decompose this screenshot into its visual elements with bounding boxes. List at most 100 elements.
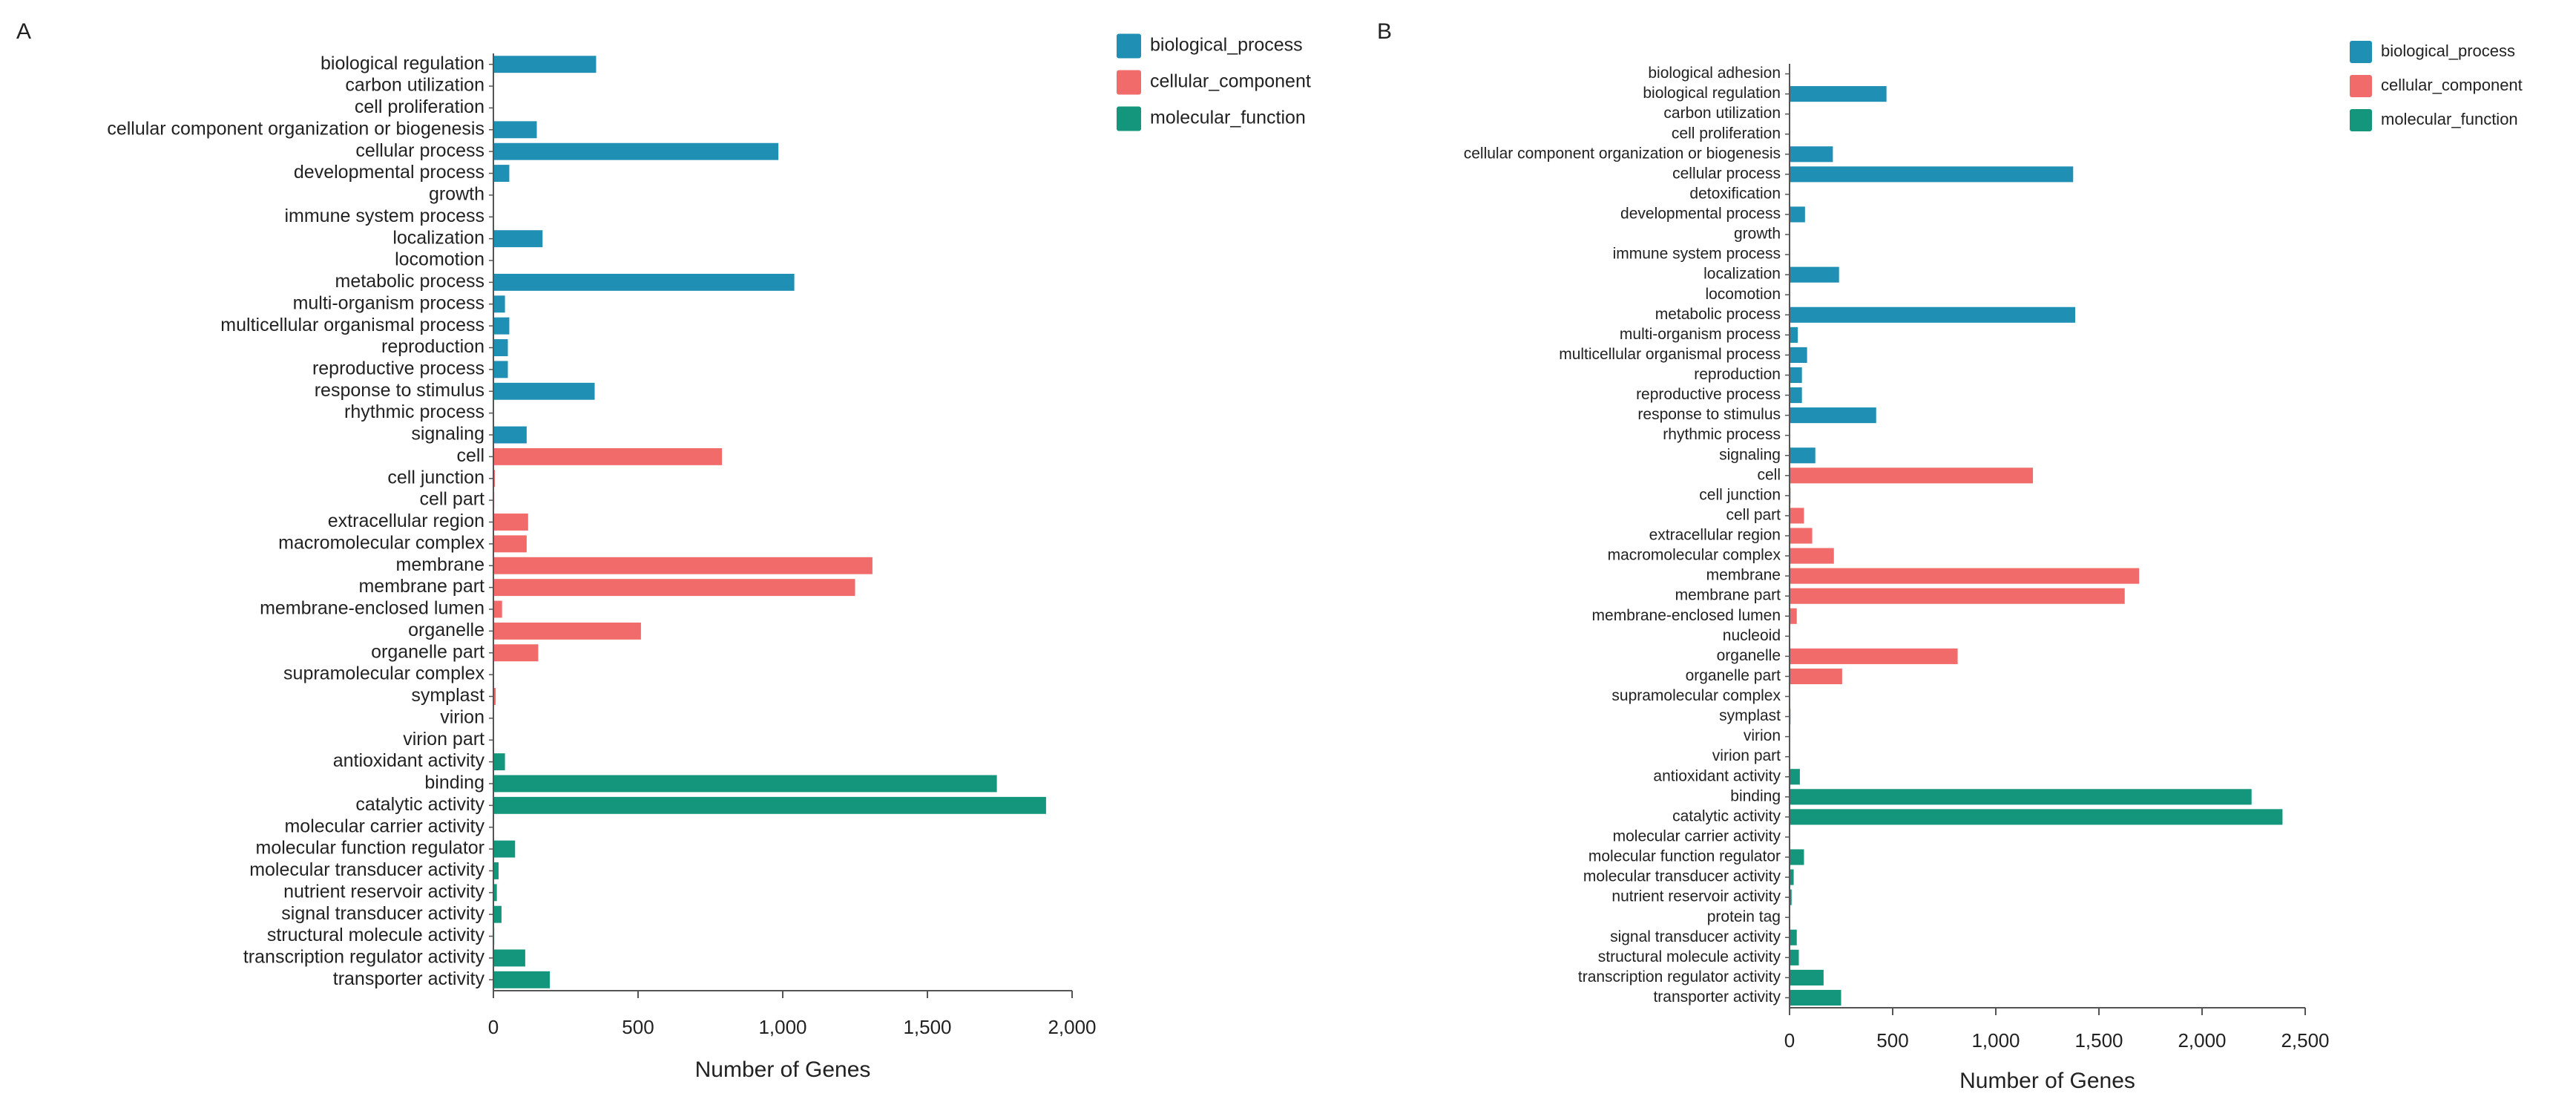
category-label: carbon utilization: [345, 75, 484, 96]
bar-0-33: [493, 775, 997, 793]
x-tick-label: 2,500: [2281, 1029, 2329, 1052]
category-label: response to stimulus: [315, 380, 484, 401]
legend-swatch-cellular_component: [2350, 75, 2372, 97]
bar-0-10: [493, 273, 795, 291]
category-label: signaling: [411, 424, 484, 445]
bar-1-26: [1790, 588, 2125, 604]
category-label: organelle: [408, 620, 484, 640]
bar-1-20: [1790, 468, 2034, 484]
category-label: reproduction: [1694, 366, 1781, 383]
bar-0-21: [493, 514, 528, 531]
bar-0-32: [493, 753, 505, 771]
bar-1-29: [1790, 648, 1958, 664]
legend-swatch-biological_process: [1117, 33, 1141, 59]
bar-0-38: [493, 884, 497, 902]
category-label: molecular function regulator: [256, 838, 485, 859]
category-label: extracellular region: [328, 511, 484, 531]
category-label: transporter activity: [1653, 988, 1781, 1006]
category-label: biological adhesion: [1648, 65, 1781, 82]
category-label: cellular component organization or bioge…: [107, 118, 484, 139]
bar-0-13: [493, 339, 508, 356]
bar-0-37: [493, 862, 499, 879]
bar-0-34: [493, 796, 1046, 814]
x-tick-label: 0: [488, 1016, 499, 1038]
category-label: nutrient reservoir activity: [1611, 888, 1781, 905]
category-label: immune system process: [284, 206, 484, 226]
bar-1-39: [1790, 849, 1804, 865]
category-label: detoxification: [1689, 185, 1781, 202]
bar-1-15: [1790, 367, 1802, 384]
category-label: cell: [456, 445, 484, 466]
bar-0-8: [493, 230, 543, 248]
category-label: signaling: [1719, 446, 1781, 463]
bar-1-23: [1790, 528, 1813, 544]
legend-swatch-biological_process: [2350, 41, 2372, 63]
category-label: membrane-enclosed lumen: [1592, 607, 1781, 624]
category-label: transcription regulator activity: [1578, 968, 1781, 985]
bar-1-24: [1790, 548, 1834, 564]
category-label: multi-organism process: [293, 292, 484, 313]
category-label: virion part: [403, 729, 484, 750]
category-label: biological regulation: [321, 53, 484, 73]
category-label: molecular carrier activity: [284, 816, 484, 836]
bar-0-15: [493, 382, 595, 400]
bar-1-46: [1790, 989, 1841, 1006]
bar-1-30: [1790, 668, 1842, 684]
category-label: cellular process: [1672, 165, 1781, 182]
category-label: supramolecular complex: [283, 663, 484, 684]
category-label: response to stimulus: [1637, 406, 1781, 423]
category-label: multicellular organismal process: [1559, 346, 1781, 363]
x-tick-label: 500: [622, 1016, 654, 1038]
category-label: rhythmic process: [1663, 426, 1781, 443]
x-tick-label: 1,500: [903, 1016, 951, 1038]
bar-0-42: [493, 971, 551, 988]
x-axis-title: Number of Genes: [1959, 1069, 2135, 1093]
category-label: structural molecule activity: [1598, 948, 1781, 965]
category-label: developmental process: [1620, 206, 1781, 223]
bar-1-45: [1790, 969, 1824, 985]
category-label: immune system process: [1613, 246, 1781, 263]
category-label: organelle part: [1686, 667, 1781, 684]
category-label: membrane: [396, 554, 485, 575]
category-label: virion part: [1712, 747, 1781, 764]
legend-swatch-molecular_function: [1117, 106, 1141, 131]
legend-label-molecular_function: molecular_function: [1150, 108, 1306, 128]
bar-1-25: [1790, 568, 2140, 584]
x-tick-label: 2,000: [2178, 1029, 2226, 1052]
bar-1-41: [1790, 889, 1792, 905]
category-label: transporter activity: [333, 968, 485, 989]
bar-1-35: [1790, 769, 1800, 785]
category-label: reproductive process: [1636, 386, 1781, 403]
x-tick-label: 1,000: [758, 1016, 806, 1038]
category-label: macromolecular complex: [278, 532, 484, 553]
category-label: membrane-enclosed lumen: [260, 598, 484, 619]
bar-0-18: [493, 447, 723, 465]
category-label: developmental process: [294, 162, 484, 183]
category-label: binding: [424, 773, 484, 793]
x-tick-label: 1,500: [2074, 1029, 2123, 1052]
bar-0-39: [493, 905, 502, 923]
category-label: growth: [1734, 226, 1781, 243]
category-label: catalytic activity: [355, 794, 484, 815]
category-label: locomotion: [395, 249, 484, 270]
category-label: reproductive process: [312, 358, 484, 379]
category-label: membrane part: [1675, 587, 1781, 604]
bar-0-26: [493, 622, 641, 640]
bar-0-41: [493, 949, 525, 967]
category-label: molecular transducer activity: [1583, 868, 1781, 885]
category-label: supramolecular complex: [1611, 687, 1781, 704]
category-label: symplast: [411, 685, 484, 706]
category-label: locomotion: [1705, 286, 1781, 303]
category-label: macromolecular complex: [1608, 547, 1781, 564]
category-label: structural molecule activity: [267, 925, 485, 945]
bar-0-24: [493, 579, 855, 597]
x-tick-label: 0: [1784, 1029, 1795, 1052]
category-label: molecular carrier activity: [1613, 828, 1781, 845]
bar-1-16: [1790, 387, 1802, 404]
category-label: localization: [1703, 266, 1781, 283]
bar-1-17: [1790, 407, 1876, 424]
category-label: membrane part: [358, 576, 484, 597]
category-label: binding: [1730, 787, 1781, 804]
